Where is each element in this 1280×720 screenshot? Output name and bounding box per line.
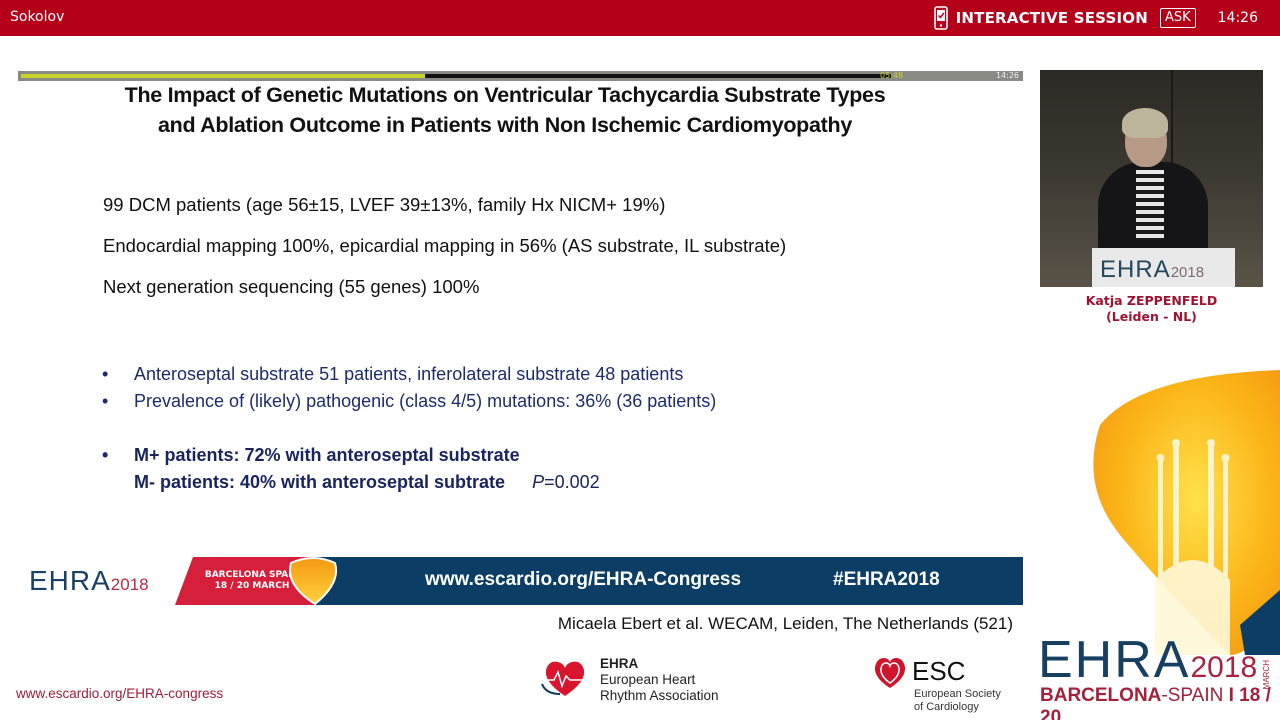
banner-hashtag: #EHRA2018 (833, 569, 940, 590)
congress-banner: EHRA2018 BARCELONA SPAIN 18 / 20 MARCH w… (15, 557, 1023, 605)
big-country: -SPAIN (1161, 685, 1224, 706)
speaker-affiliation: (Leiden - NL) (1106, 309, 1197, 324)
bullet-list: Anteroseptal substrate 51 patients, infe… (100, 361, 716, 496)
summary-line: Next generation sequencing (55 genes) 10… (103, 276, 480, 297)
interactive-session-label: INTERACTIVE SESSION (955, 9, 1148, 27)
speaker-video[interactable]: EHRA2018 (1040, 70, 1263, 287)
date-line: 18 / 20 MARCH (214, 581, 290, 591)
esc-heart-icon (874, 658, 906, 688)
phone-check-icon (933, 6, 948, 30)
top-bar: Sokolov INTERACTIVE SESSION ASK 14:26 (0, 0, 1280, 36)
bullet-item: Anteroseptal substrate 51 patients, infe… (100, 361, 716, 388)
total-time: 14:26 (995, 71, 1019, 80)
big-month: MARCH (1262, 660, 1271, 690)
esc-line-1: European Society (914, 688, 1001, 700)
clock: 14:26 (1217, 10, 1258, 26)
speaker-name: Katja ZEPPENFELD (1085, 293, 1218, 308)
big-logo-year: 2018 (1190, 651, 1258, 684)
p-value: P=0.002 (532, 472, 600, 492)
ehra-logo-text: EHRA (29, 565, 111, 596)
heart-logo-icon (289, 557, 337, 605)
banner-navy-strip (315, 557, 1023, 605)
banner-url: www.escardio.org/EHRA-Congress (425, 569, 742, 590)
p-value-number: =0.002 (544, 472, 600, 492)
playback-progress-bar[interactable]: 05:48 14:26 (18, 71, 1023, 81)
summary-lines: 99 DCM patients (age 56±15, LVEF 39±13%,… (103, 192, 786, 315)
ehra-2018-logo: EHRA2018 (1038, 632, 1257, 696)
esc-abbr: ESC (912, 656, 966, 686)
ehra-location-line: BARCELONA-SPAIN I 18 / 20 (1040, 685, 1280, 720)
congress-link[interactable]: www.escardio.org/EHRA-congress (16, 686, 224, 701)
slide-title: The Impact of Genetic Mutations on Ventr… (35, 80, 975, 140)
slide: 05:48 14:26 The Impact of Genetic Mutati… (15, 68, 1025, 638)
bullet-item-mutation-negative: M- patients: 40% with anteroseptal subtr… (100, 469, 716, 496)
summary-line: Endocardial mapping 100%, epicardial map… (103, 235, 787, 256)
elapsed-time: 05:48 (880, 71, 904, 80)
progress-fill (21, 74, 425, 78)
top-bar-right: INTERACTIVE SESSION ASK 14:26 (933, 0, 1280, 36)
podium (1092, 248, 1235, 287)
big-city: BARCELONA (1040, 685, 1162, 706)
progress-track[interactable] (21, 74, 891, 78)
podium-logo: EHRA2018 (1100, 256, 1204, 284)
citation: Micaela Ebert et al. WECAM, Leiden, The … (557, 614, 1013, 633)
mutation-negative-text: M- patients: 40% with anteroseptal subtr… (134, 472, 506, 492)
summary-line: 99 DCM patients (age 56±15, LVEF 39±13%,… (103, 194, 666, 215)
ehra-abbr: EHRA (600, 656, 639, 671)
big-logo-text: EHRA (1038, 631, 1191, 689)
ehra-banner-logo: EHRA2018 (29, 565, 149, 597)
speaker-caption: Katja ZEPPENFELD (Leiden - NL) (1040, 293, 1263, 325)
esc-line-2: of Cardiology (914, 701, 979, 713)
ask-button[interactable]: ASK (1159, 8, 1196, 28)
ehra-heart-icon (541, 661, 586, 696)
slide-title-line-1: The Impact of Genetic Mutations on Ventr… (124, 83, 886, 107)
big-dates: I 18 / 20 (1040, 685, 1271, 720)
ehra-logo-year: 2018 (110, 575, 149, 594)
slide-title-line-2: and Ablation Outcome in Patients with No… (157, 113, 853, 137)
podium-logo-year: 2018 (1170, 264, 1205, 281)
bullet-item: Prevalence of (likely) pathogenic (class… (100, 388, 716, 415)
ehra-line-1: European Heart (600, 672, 696, 687)
barcelona-heart-graphic-icon (1093, 370, 1280, 655)
ehra-line-2: Rhythm Association (600, 688, 719, 703)
bullet-item-mutation-positive: M+ patients: 72% with anteroseptal subst… (100, 442, 716, 469)
presenter-name: Sokolov (10, 9, 65, 25)
city-line: BARCELONA SPAIN (204, 570, 300, 580)
p-label: P (532, 472, 545, 492)
podium-logo-text: EHRA (1100, 256, 1171, 283)
